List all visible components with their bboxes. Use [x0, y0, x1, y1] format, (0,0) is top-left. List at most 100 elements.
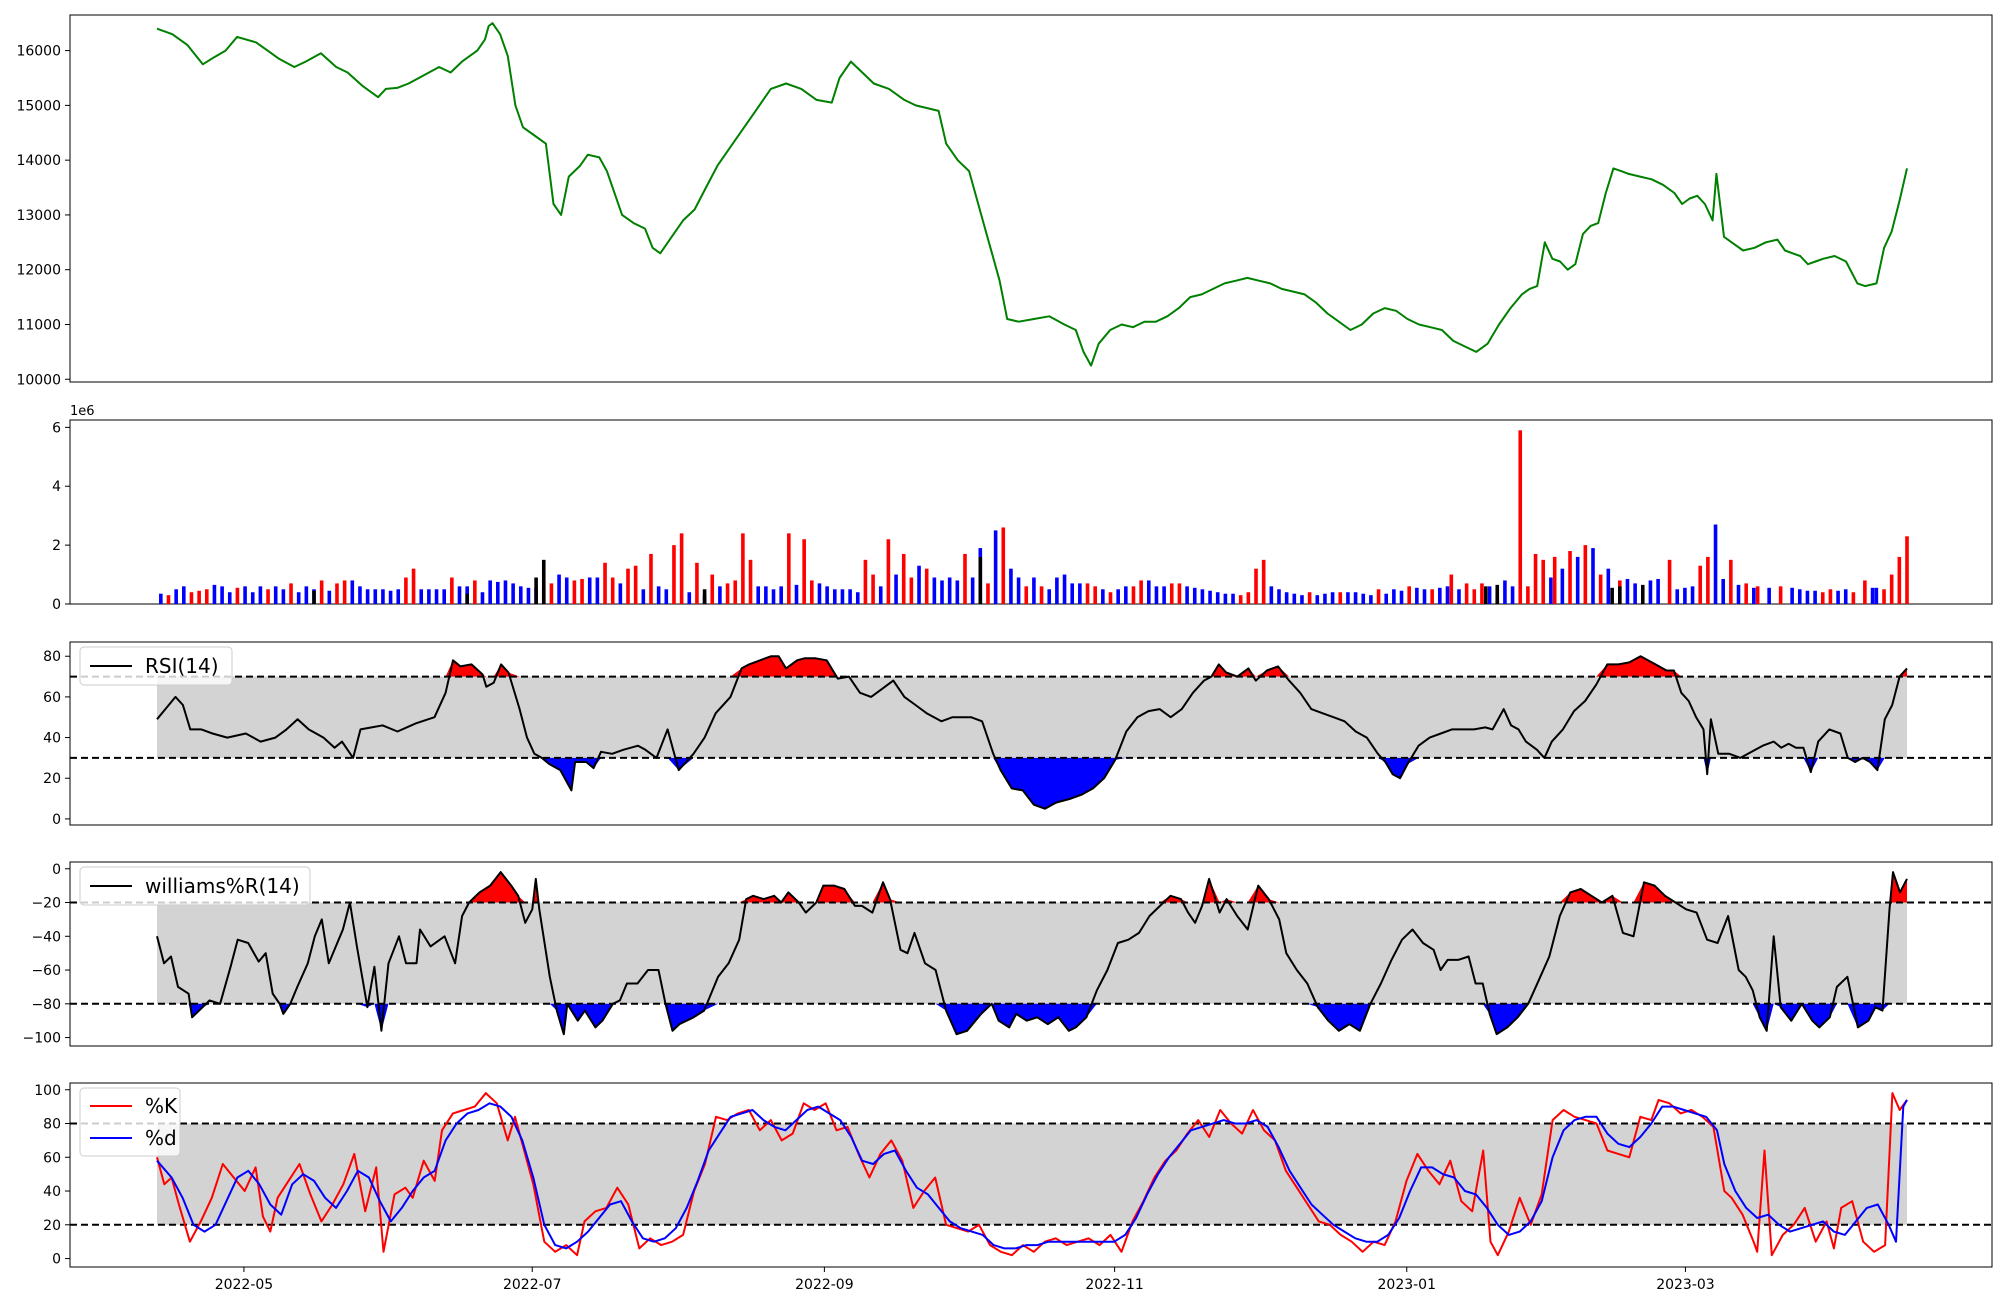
d-legend-label: %d: [145, 1126, 177, 1150]
x-tick-label: 2022-09: [795, 1277, 854, 1293]
volume-bar: [1009, 568, 1013, 604]
volume-bar: [564, 577, 569, 604]
volume-bar: [1284, 592, 1289, 604]
rsi-line: [156, 655, 1908, 810]
volume-bar: [1246, 592, 1251, 604]
stochastic-plot-area: 0 20 40 60 80 100: [34, 1082, 1993, 1268]
volume-bar: [940, 580, 944, 604]
volume-bar: [1208, 590, 1212, 604]
volume-bar: [1533, 553, 1538, 604]
volume-bar: [1836, 590, 1840, 604]
volume-bar: [1300, 595, 1304, 604]
rsi-plot-area: 0 20 40 60 80: [43, 641, 1993, 828]
volume-bar: [273, 586, 278, 604]
price-plot-area: 10000 11000 12000 13000 14000 15000 16000: [16, 14, 1993, 388]
volume-bar: [1449, 574, 1454, 604]
price-ytick-label: 14000: [16, 153, 61, 169]
volume-bar: [1863, 580, 1867, 604]
volume-bar: [204, 589, 209, 604]
volume-bar: [1575, 556, 1580, 604]
volume-bar: [1882, 589, 1886, 604]
rsi-ytick-label: 40: [43, 731, 61, 747]
volume-bar: [718, 586, 722, 604]
volume-bar: [480, 592, 485, 604]
volume-bar: [1767, 587, 1771, 604]
volume-bar: [1361, 593, 1366, 604]
volume-bar: [1192, 587, 1197, 604]
volume-bar: [679, 533, 684, 604]
volume-bar: [1146, 580, 1151, 604]
rsi-legend-label: RSI(14): [145, 654, 219, 678]
volume-bar: [1874, 587, 1879, 604]
volume-bar: [235, 587, 240, 604]
volume-bar: [1625, 578, 1630, 604]
volume-bar: [1633, 583, 1637, 604]
volume-bar: [764, 586, 768, 604]
stochastic-ytick-label: 20: [43, 1218, 61, 1234]
volume-bar: [886, 539, 891, 604]
volume-bar: [595, 577, 600, 604]
volume-bar: [503, 580, 508, 604]
volume-bar: [1223, 593, 1228, 604]
volume-bar: [733, 580, 738, 604]
rsi-oversold-fill: [157, 757, 1907, 809]
volume-bar: [304, 586, 309, 604]
volume-bar: [1169, 583, 1174, 604]
price-axes-frame: [69, 14, 1993, 383]
volume-bar: [404, 577, 408, 604]
volume-bar: [794, 584, 799, 604]
stochastic-ytick-label: 0: [52, 1252, 61, 1268]
williams-ytick-label: −20: [31, 896, 61, 912]
volume-bar: [1610, 587, 1614, 604]
volume-bar: [296, 592, 301, 604]
volume-bar: [1464, 583, 1469, 604]
volume-bar: [901, 553, 906, 604]
volume-bar: [534, 577, 538, 604]
volume-bar: [1407, 586, 1411, 604]
volume-bar: [258, 586, 263, 604]
volume-bar: [312, 590, 316, 604]
price-ytick-label: 10000: [16, 372, 61, 388]
volume-bar: [1016, 577, 1021, 604]
volume-bar: [633, 565, 638, 604]
volume-bar: [1698, 565, 1703, 604]
price-ytick-label: 15000: [16, 98, 61, 114]
stochastic-legend: %K %d: [79, 1087, 181, 1157]
volume-bar: [1047, 589, 1052, 604]
volume-bar: [1560, 568, 1565, 604]
price-ytick-label: 16000: [16, 44, 61, 60]
volume-bar: [1269, 586, 1274, 604]
volume-bar: [1706, 556, 1710, 604]
volume-bar: [1399, 590, 1404, 604]
volume-bar: [779, 586, 783, 604]
volume-bar: [748, 559, 753, 604]
volume-bar: [1683, 587, 1687, 604]
volume-bar: [281, 589, 286, 604]
volume-bar: [1315, 595, 1320, 604]
volume-bar: [159, 593, 163, 604]
volume-bar: [1518, 430, 1523, 604]
volume-bar: [1897, 556, 1902, 604]
volume-bar: [319, 580, 324, 604]
volume-bar: [541, 559, 546, 604]
rsi-legend: RSI(14): [79, 646, 233, 686]
volume-bar: [664, 589, 669, 604]
volume-bar: [212, 584, 217, 604]
williams-ytick-label: −100: [23, 1031, 61, 1047]
volume-bar: [450, 577, 454, 604]
volume-bar: [1231, 593, 1235, 604]
volume-bar: [1177, 583, 1182, 604]
price-ytick-label: 13000: [16, 208, 61, 224]
volume-bar: [924, 568, 929, 604]
volume-bar: [496, 581, 500, 604]
volume-bar: [1843, 589, 1848, 604]
volume-bar: [1078, 583, 1082, 604]
volume-bar: [434, 589, 439, 604]
volume-bar: [695, 562, 699, 604]
volume-bar: [649, 553, 653, 604]
volume-bar: [1353, 592, 1358, 604]
volume-bar: [1438, 587, 1442, 604]
volume-bar: [1108, 592, 1113, 604]
volume-bar: [1721, 578, 1725, 604]
